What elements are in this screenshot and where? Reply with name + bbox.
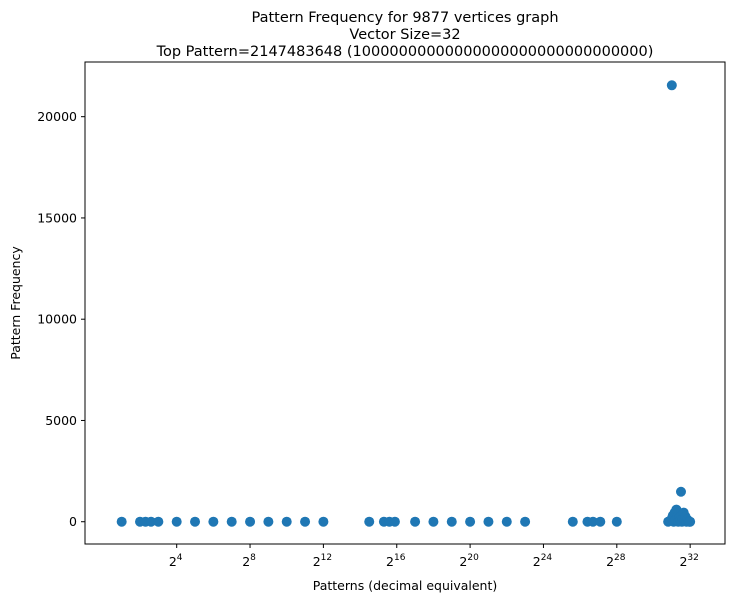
data-point bbox=[208, 516, 219, 527]
x-tick-exponent: 16 bbox=[394, 553, 406, 563]
x-tick-exponent: 24 bbox=[541, 553, 553, 563]
x-axis-ticks: 24 28 212 216 220 224 228 232 bbox=[169, 544, 699, 569]
y-tick-label: 20000 bbox=[37, 109, 77, 124]
title-line-2: Vector Size=32 bbox=[349, 27, 460, 43]
x-axis-label: Patterns (decimal equivalent) bbox=[313, 578, 498, 593]
data-point bbox=[587, 516, 598, 527]
data-point bbox=[300, 516, 311, 527]
x-tick-label: 28 bbox=[242, 553, 256, 569]
x-tick-exponent: 32 bbox=[687, 553, 698, 563]
data-point bbox=[685, 516, 696, 527]
points-layer bbox=[116, 80, 696, 527]
x-tick-label: 212 bbox=[313, 553, 332, 569]
x-tick-label: 216 bbox=[386, 553, 406, 569]
x-tick-base: 2 bbox=[606, 554, 614, 569]
y-tick-label: 0 bbox=[69, 514, 77, 529]
x-tick-exponent: 28 bbox=[614, 553, 626, 563]
data-point bbox=[675, 486, 686, 497]
data-point bbox=[501, 516, 512, 527]
title-line-3: Top Pattern=2147483648 (1000000000000000… bbox=[156, 44, 654, 60]
title-line-1: Pattern Frequency for 9877 vertices grap… bbox=[251, 10, 558, 26]
data-point bbox=[595, 516, 606, 527]
y-tick-label: 15000 bbox=[37, 210, 77, 225]
data-point bbox=[190, 516, 201, 527]
x-tick-base: 2 bbox=[459, 554, 467, 569]
x-tick-label: 228 bbox=[606, 553, 626, 569]
data-point bbox=[446, 516, 457, 527]
x-tick-base: 2 bbox=[386, 554, 394, 569]
x-tick-exponent: 12 bbox=[321, 553, 332, 563]
x-tick-label: 224 bbox=[533, 553, 553, 569]
x-tick-exponent: 8 bbox=[250, 553, 256, 563]
data-point bbox=[666, 80, 677, 91]
data-point bbox=[428, 516, 439, 527]
x-tick-base: 2 bbox=[679, 554, 687, 569]
chart-title: Pattern Frequency for 9877 vertices grap… bbox=[156, 10, 654, 60]
y-tick-label: 5000 bbox=[45, 413, 77, 428]
data-point bbox=[171, 516, 182, 527]
x-tick-base: 2 bbox=[242, 554, 250, 569]
data-point bbox=[410, 516, 421, 527]
data-point bbox=[263, 516, 274, 527]
y-axis-label: Pattern Frequency bbox=[8, 246, 23, 360]
x-tick-label: 24 bbox=[169, 553, 183, 569]
data-point bbox=[520, 516, 531, 527]
data-point bbox=[153, 516, 164, 527]
data-point bbox=[567, 516, 578, 527]
data-point bbox=[389, 516, 400, 527]
data-point bbox=[245, 516, 256, 527]
plot-area bbox=[84, 61, 726, 545]
data-point bbox=[483, 516, 494, 527]
data-point bbox=[226, 516, 237, 527]
x-tick-exponent: 20 bbox=[467, 553, 479, 563]
x-tick-base: 2 bbox=[533, 554, 541, 569]
x-tick-label: 232 bbox=[679, 553, 698, 569]
x-tick-base: 2 bbox=[169, 554, 177, 569]
y-axis-ticks: 0 5000 10000 15000 20000 bbox=[37, 109, 85, 529]
data-point bbox=[318, 516, 329, 527]
data-point bbox=[281, 516, 292, 527]
data-point bbox=[611, 516, 622, 527]
x-tick-exponent: 4 bbox=[177, 553, 183, 563]
data-point bbox=[465, 516, 476, 527]
x-tick-base: 2 bbox=[313, 554, 321, 569]
y-tick-label: 10000 bbox=[37, 312, 77, 327]
x-tick-label: 220 bbox=[459, 553, 479, 569]
data-point bbox=[146, 516, 157, 527]
data-point bbox=[116, 516, 127, 527]
data-point bbox=[364, 516, 375, 527]
